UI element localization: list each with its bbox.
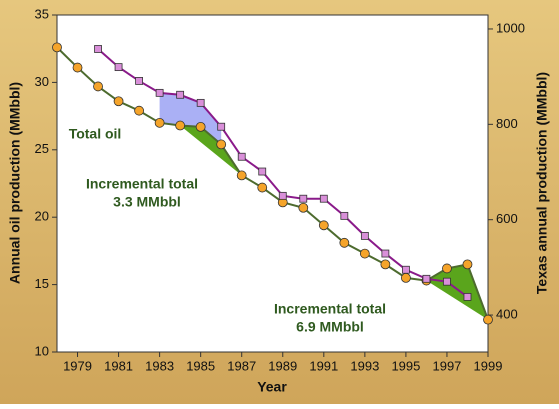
- marker: [360, 231, 369, 240]
- x-tick-label: 1983: [145, 358, 174, 373]
- marker: [236, 170, 247, 181]
- marker: [257, 182, 268, 193]
- annotation: 6.9 MMbbl: [296, 319, 364, 335]
- marker: [278, 191, 287, 200]
- marker: [196, 98, 205, 107]
- marker: [216, 139, 227, 150]
- marker: [93, 81, 103, 92]
- annotation: 3.3 MMbbl: [113, 194, 181, 210]
- shaded-area: [159, 92, 222, 145]
- marker: [195, 121, 206, 132]
- x-tick-label: 1993: [350, 358, 379, 373]
- marker: [72, 62, 83, 73]
- line: [56, 46, 489, 320]
- marker: [237, 152, 246, 161]
- marker: [402, 265, 410, 274]
- marker: [134, 105, 144, 116]
- y-tick-label: 30: [35, 74, 49, 89]
- marker: [258, 167, 267, 176]
- marker: [94, 45, 102, 53]
- marker: [340, 211, 349, 220]
- y-axis-title: Annual oil production (MMbbl): [7, 82, 23, 284]
- marker: [463, 293, 472, 301]
- marker: [462, 259, 473, 270]
- marker: [176, 90, 185, 99]
- y2-tick-label: 1000: [496, 20, 525, 35]
- series-label: Total oil: [69, 126, 122, 142]
- marker: [154, 117, 165, 128]
- x-tick-label: 1999: [474, 358, 503, 373]
- marker: [135, 77, 143, 85]
- y2-tick-label: 800: [496, 116, 518, 131]
- y2-tick-label: 400: [496, 306, 518, 321]
- annotation: Incremental total: [274, 301, 386, 317]
- marker: [401, 272, 411, 283]
- marker: [422, 274, 431, 283]
- marker: [483, 314, 493, 325]
- marker: [359, 248, 370, 259]
- marker: [217, 122, 226, 131]
- marker: [380, 259, 391, 270]
- y-tick-label: 15: [35, 276, 49, 291]
- marker: [318, 220, 329, 231]
- marker: [381, 249, 390, 258]
- x-tick-label: 1987: [227, 358, 256, 373]
- marker: [175, 120, 186, 131]
- marker: [298, 202, 309, 213]
- x-tick-label: 1995: [391, 358, 420, 373]
- marker: [299, 194, 308, 203]
- marker: [52, 42, 62, 53]
- y-tick-label: 35: [35, 6, 49, 21]
- marker: [113, 96, 124, 107]
- x-tick-label: 1989: [268, 358, 297, 373]
- x-tick-label: 1979: [63, 358, 92, 373]
- marker: [155, 88, 164, 97]
- x-tick-label: 1985: [186, 358, 215, 373]
- y2-axis-title: Texas annual production (MMbbl): [534, 72, 550, 294]
- y2-tick-label: 600: [496, 211, 518, 226]
- x-tick-label: 1997: [432, 358, 461, 373]
- x-axis-title: Year: [257, 379, 287, 395]
- marker: [443, 277, 451, 286]
- marker: [442, 263, 452, 274]
- annotation: Incremental total: [86, 176, 198, 192]
- x-tick-label: 1991: [309, 358, 338, 373]
- y-tick-label: 25: [35, 141, 49, 156]
- marker: [339, 237, 350, 248]
- marker: [319, 194, 328, 203]
- x-tick-label: 1981: [104, 358, 133, 373]
- y-tick-label: 20: [35, 209, 49, 224]
- marker: [114, 63, 123, 72]
- y-tick-label: 10: [35, 343, 49, 358]
